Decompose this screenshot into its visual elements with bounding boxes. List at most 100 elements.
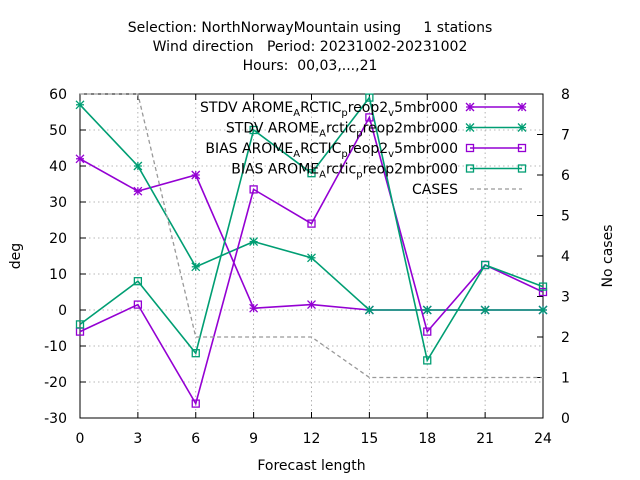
y-tick-label: -10 xyxy=(44,339,67,355)
data-point xyxy=(133,300,143,309)
legend-text-part: RCTIC xyxy=(300,141,341,157)
x-tick-label: 0 xyxy=(76,431,85,447)
data-point xyxy=(423,327,432,336)
series-layer xyxy=(75,93,548,408)
y-tick-label: 30 xyxy=(49,195,67,211)
data-point xyxy=(538,282,548,291)
axis-ticks: 0 3 6 9 12 15 18 21 24-30-20-1001020304050600123… xyxy=(44,87,570,447)
title-line: Wind direction Period: 20231002-20231002 xyxy=(153,39,468,55)
data-point xyxy=(307,300,316,310)
x-tick-label: 6 xyxy=(191,431,200,447)
y2-tick-label: 5 xyxy=(561,209,570,225)
legend-text-part: A xyxy=(319,129,326,140)
data-point xyxy=(191,262,201,272)
series-1 xyxy=(75,100,548,315)
legend-marker xyxy=(465,143,475,153)
legend-text-part: STDV AROME xyxy=(226,121,319,137)
legend-marker xyxy=(465,164,475,173)
data-point xyxy=(422,305,432,315)
data-point xyxy=(133,161,143,171)
data-point xyxy=(307,169,316,178)
y-tick-label: 50 xyxy=(49,123,67,139)
legend-text-part: BIAS AROME xyxy=(205,141,293,157)
data-point xyxy=(191,349,200,358)
title-line: Hours: 00,03,...,21 xyxy=(243,58,378,74)
chart-title: Selection: NorthNorwayMountain using 1 s… xyxy=(128,20,493,74)
legend-text-part: RCTIC xyxy=(300,100,341,116)
data-point xyxy=(249,185,258,194)
y-tick-label: 40 xyxy=(49,159,67,175)
legend-text-part: 5mbr000 xyxy=(394,141,458,157)
legend-label: STDV AROMEARCTICpreop2v5mbr000 xyxy=(200,100,458,119)
y-tick-label: 20 xyxy=(49,231,67,247)
y2-tick-label: 0 xyxy=(561,411,570,427)
data-point xyxy=(249,303,259,313)
title-line: Selection: NorthNorwayMountain using 1 s… xyxy=(128,20,493,36)
grid xyxy=(80,94,543,418)
x-tick-label: 24 xyxy=(534,431,552,447)
y-tick-label: 0 xyxy=(58,303,67,319)
legend-text-part: CASES xyxy=(412,182,458,198)
data-point xyxy=(75,154,85,164)
y-tick-label: -30 xyxy=(44,411,67,427)
data-point xyxy=(423,356,432,365)
data-point xyxy=(538,305,548,315)
x-tick-label: 12 xyxy=(303,431,321,447)
legend-text-part: p xyxy=(341,108,347,119)
legend-text-part: v xyxy=(388,108,394,119)
data-point xyxy=(191,170,201,180)
x-tick-label: 18 xyxy=(418,431,436,447)
y2-tick-label: 8 xyxy=(561,87,570,103)
y2-tick-label: 1 xyxy=(561,371,570,387)
legend-text-part: reop2mbr000 xyxy=(363,121,458,137)
data-point xyxy=(365,113,374,122)
y2-tick-label: 7 xyxy=(561,128,570,144)
legend-marker xyxy=(465,102,475,112)
legend-label: CASES xyxy=(412,182,458,198)
data-point xyxy=(75,320,85,329)
legend-text-part: p xyxy=(356,170,362,181)
y-tick-label: 10 xyxy=(49,267,67,283)
series-line xyxy=(79,115,544,406)
legend-text-part: 5mbr000 xyxy=(394,100,458,116)
legend-text-part: p xyxy=(356,129,362,140)
data-point xyxy=(191,399,200,408)
y2-axis-label: No cases xyxy=(600,225,616,288)
legend-marker xyxy=(517,102,527,112)
legend-marker xyxy=(517,123,527,132)
data-point xyxy=(75,100,85,110)
legend-label: STDV AROMEArcticpreop2mbr000 xyxy=(226,121,458,140)
data-point xyxy=(133,277,143,286)
legend-label: BIAS AROMEArcticpreop2mbr000 xyxy=(231,162,458,181)
data-point xyxy=(480,260,490,270)
data-point xyxy=(364,305,374,315)
series-3 xyxy=(75,93,548,365)
y2-tick-label: 2 xyxy=(561,330,570,346)
legend-text-part: BIAS AROME xyxy=(231,162,319,178)
legend-text-part: p xyxy=(341,149,347,160)
y2-tick-label: 6 xyxy=(561,168,570,184)
legend-marker xyxy=(517,164,527,173)
y-tick-label: 60 xyxy=(49,87,67,103)
legend-text-part: A xyxy=(319,170,326,181)
x-tick-label: 3 xyxy=(133,431,142,447)
data-point xyxy=(480,305,490,315)
legend-text-part: rctic xyxy=(326,121,356,137)
data-point xyxy=(307,219,316,228)
legend-text-part: reop2 xyxy=(348,141,388,157)
data-point xyxy=(249,125,258,135)
data-point xyxy=(365,93,374,102)
series-line xyxy=(80,93,543,379)
y-axis-label: deg xyxy=(8,243,24,269)
series-4 xyxy=(80,93,543,379)
legend-text-part: reop2mbr000 xyxy=(363,162,458,178)
legend-text-part: A xyxy=(293,108,300,119)
legend-text-part: STDV AROME xyxy=(200,100,293,116)
legend-text-part: rctic xyxy=(326,162,356,178)
x-axis-label: Forecast length xyxy=(257,458,365,474)
series-line xyxy=(79,95,544,363)
y2-tick-label: 3 xyxy=(561,290,570,306)
legend-text-part: A xyxy=(293,149,300,160)
